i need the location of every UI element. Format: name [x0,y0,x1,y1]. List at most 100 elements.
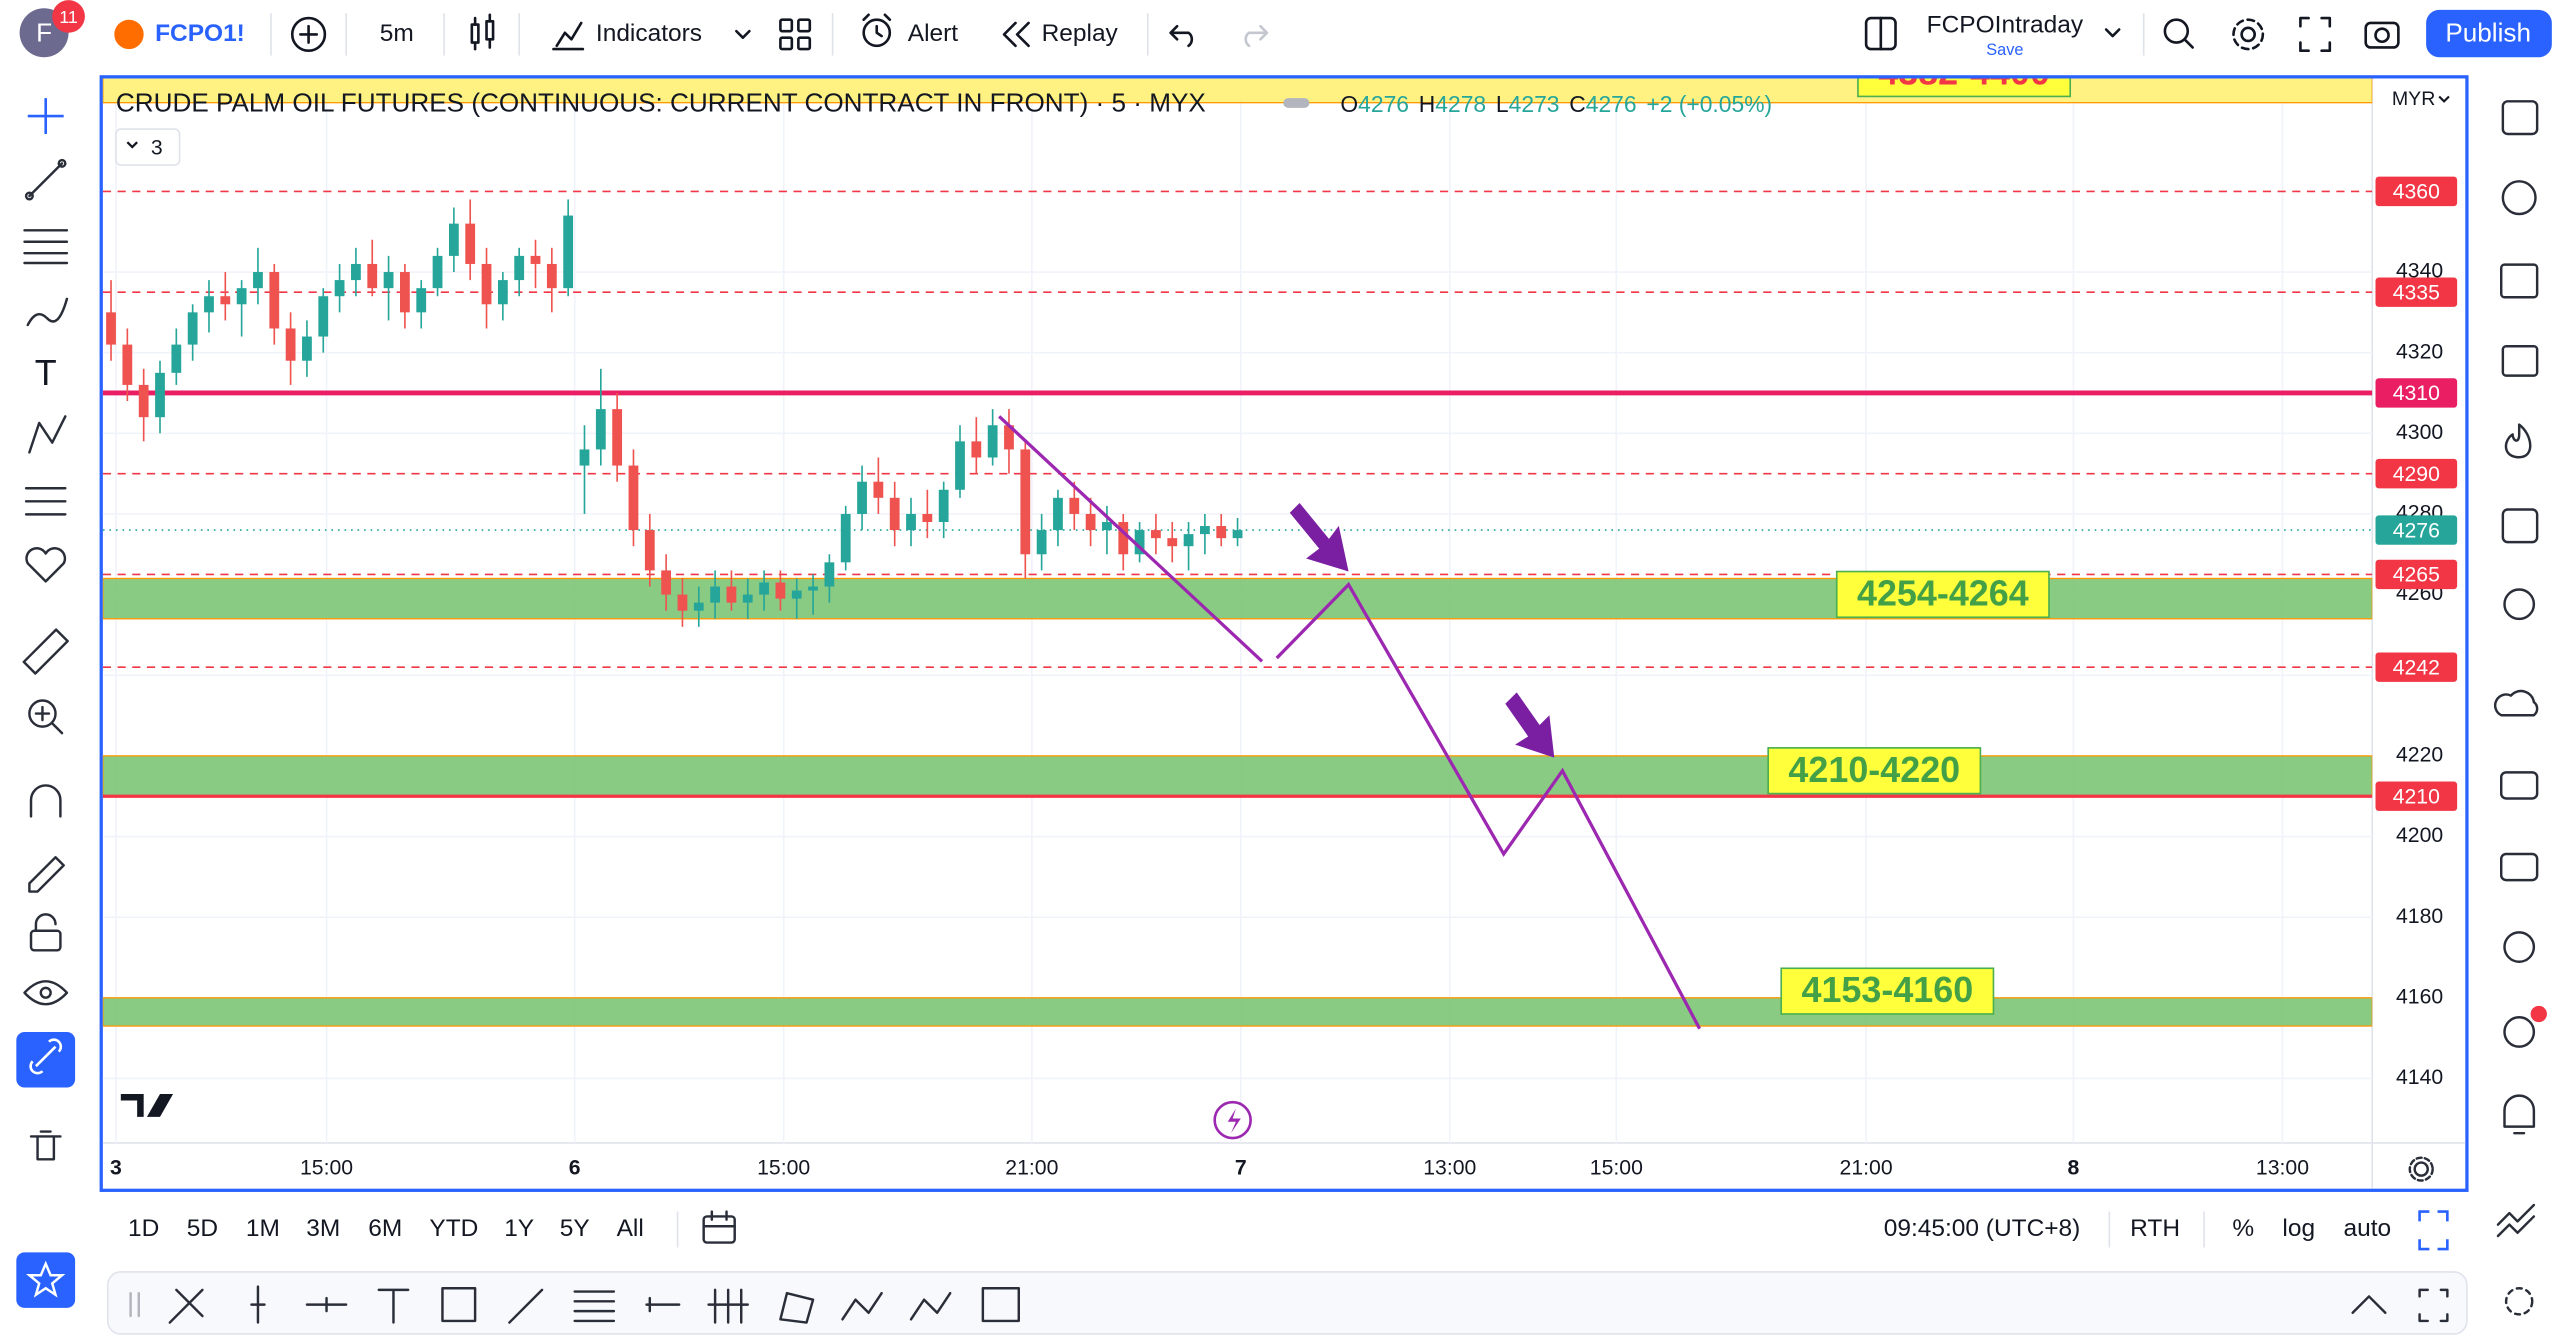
range-button[interactable]: 5D [187,1215,218,1242]
streams-button[interactable] [2494,689,2539,717]
save-label[interactable]: Save [1986,41,2023,59]
alerts-button[interactable] [2501,180,2537,216]
tool[interactable] [645,1296,681,1313]
alert-icon[interactable] [862,13,892,48]
alert-button[interactable]: Alert [908,20,959,47]
interval[interactable]: 5m [380,20,414,47]
indicators-dropdown[interactable] [735,29,751,39]
crosshair-tool[interactable] [27,98,64,134]
stay-in-drawing-tool[interactable] [28,856,65,893]
dom-button[interactable] [2496,1203,2536,1238]
redo-button[interactable] [1244,24,1269,48]
replay-button[interactable]: Replay [1042,20,1119,47]
scale-settings[interactable] [2408,1156,2434,1182]
range-button[interactable]: 1Y [504,1215,534,1242]
hide-tool[interactable] [23,980,69,1006]
chats-button[interactable] [2500,771,2539,800]
maximize[interactable] [2418,1210,2449,1251]
watchlist-button[interactable] [2501,100,2539,136]
range-button[interactable]: All [617,1215,644,1242]
fullscreen-button[interactable] [2299,16,2332,53]
chart-type-button[interactable] [470,13,495,51]
hotlists-button[interactable] [2504,423,2532,459]
currency-box[interactable] [2382,83,2461,117]
collapse[interactable] [2351,1295,2387,1314]
tool[interactable] [779,1291,815,1324]
tool[interactable] [168,1288,204,1324]
messages-button[interactable] [2500,852,2539,882]
change-value: +2 (+0.05%) [1646,91,1772,117]
pattern-tool[interactable] [28,415,67,454]
screenshot-button[interactable] [2364,21,2400,49]
watchlist-star[interactable] [16,1252,76,1308]
candle-body [693,602,704,611]
layouts-button[interactable] [779,18,812,51]
indicators-button[interactable]: Indicators [596,20,702,47]
log-toggle[interactable]: log [2282,1215,2315,1242]
replay-icon[interactable] [1002,21,1030,48]
range-button[interactable]: 1M [246,1215,280,1242]
favorites-tool[interactable] [25,547,67,583]
brush-tool[interactable] [26,297,69,327]
tool[interactable] [981,1287,1020,1323]
price-badge-label: 4310 [2393,382,2440,405]
calendar-button[interactable] [2501,508,2539,544]
percent-toggle[interactable]: % [2232,1215,2254,1242]
go-to-date[interactable] [702,1210,736,1244]
lock-tool[interactable] [29,913,62,952]
tool[interactable] [508,1288,544,1324]
range-button[interactable]: 5Y [560,1215,590,1242]
text-tool[interactable]: T [35,352,57,393]
ideas-button[interactable] [2503,588,2536,621]
ohlc-legend: O4276 H4278 L4273 C4276 +2 (+0.05%) [1340,91,1772,117]
indicators-toggle[interactable] [115,128,181,166]
tool[interactable] [377,1288,410,1324]
more-button[interactable] [2504,1287,2534,1316]
ruler-tool[interactable] [22,628,69,675]
range-button[interactable]: 3M [306,1215,340,1242]
tool[interactable] [573,1290,616,1323]
notifications-button[interactable] [2503,1094,2536,1135]
indicators-icon[interactable] [552,21,585,51]
settings-button[interactable] [2232,18,2265,51]
sync-tool[interactable] [16,1031,76,1088]
auto-toggle[interactable]: auto [2344,1215,2392,1242]
layout-dropdown[interactable] [2104,28,2121,38]
layout-name[interactable]: FCPOIntraday [1927,12,2084,39]
session[interactable]: RTH [2130,1215,2180,1242]
publish-label: Publish [2445,17,2531,47]
panel-toggle[interactable] [1864,16,1897,51]
symbol[interactable]: FCPO1! [155,20,245,47]
fib-tool[interactable] [23,229,69,265]
zoom-tool[interactable] [28,699,64,735]
candle-body [726,586,737,603]
tool[interactable] [909,1291,952,1321]
tool[interactable] [841,1291,883,1321]
candle-body [416,288,427,313]
range-button[interactable]: 6M [368,1215,402,1242]
broadcast-button[interactable] [2503,1016,2536,1048]
price-badge-label: 4290 [2393,463,2440,486]
data-window-button[interactable] [2501,345,2539,377]
magnet-tool[interactable] [29,784,62,818]
tips-button[interactable] [2503,931,2536,963]
add-symbol-button[interactable] [290,16,327,53]
trendline-tool[interactable] [24,158,67,201]
tool[interactable] [250,1285,266,1324]
drag-handle[interactable] [129,1291,140,1318]
undo-button[interactable] [1169,24,1194,48]
tool[interactable] [441,1287,477,1323]
range-button[interactable]: YTD [429,1215,478,1242]
candle-body [367,263,378,289]
top-bar: F 11 FCPO1! 5m Indicators Alert Replay F… [19,0,2552,59]
tool[interactable] [707,1288,749,1324]
tool[interactable] [305,1296,348,1313]
publish-button[interactable] [2426,9,2552,58]
news-button[interactable] [2500,263,2539,299]
delete-tool[interactable] [29,1130,62,1161]
prediction-tool[interactable] [24,487,67,516]
range-button[interactable]: 1D [128,1215,159,1242]
search-button[interactable] [2163,18,2194,49]
expand[interactable] [2418,1288,2449,1323]
